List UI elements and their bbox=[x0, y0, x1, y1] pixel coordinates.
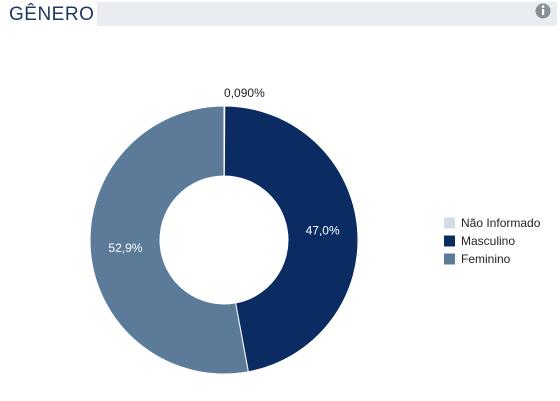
legend-label: Feminino bbox=[461, 252, 511, 266]
legend-label: Masculino bbox=[461, 234, 515, 248]
data-label: 52,9% bbox=[108, 241, 142, 255]
legend-swatch bbox=[444, 217, 455, 229]
data-label: 0,090% bbox=[224, 86, 265, 100]
chart-title: GÊNERO bbox=[9, 3, 94, 25]
legend-swatch bbox=[444, 253, 455, 265]
donut-slice bbox=[223, 105, 359, 373]
data-label: 47,0% bbox=[306, 223, 340, 237]
legend-swatch bbox=[444, 235, 455, 247]
header-bar bbox=[97, 2, 557, 26]
info-icon[interactable] bbox=[535, 3, 551, 19]
donut-slice bbox=[89, 105, 249, 375]
legend-label: Não Informado bbox=[461, 216, 541, 230]
